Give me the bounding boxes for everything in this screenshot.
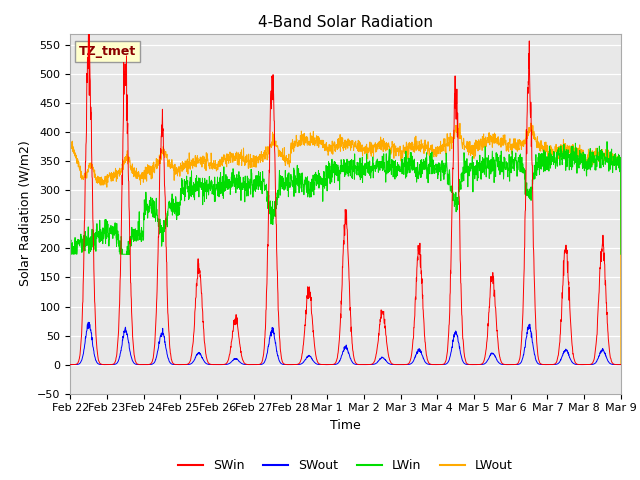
SWout [374,359,381,365]
SWout [362,362,369,368]
LWout [362,143,369,149]
Text: TZ_tmet: TZ_tmet [79,45,136,58]
LWin [603,139,611,144]
SWout [506,362,513,368]
X-axis label: Time: Time [330,419,361,432]
LWin [220,182,228,188]
LWin [617,252,625,257]
Line: SWin: SWin [70,27,621,365]
Line: LWin: LWin [70,142,621,254]
SWout [584,362,591,368]
Legend: SWin, SWout, LWin, LWout: SWin, SWout, LWin, LWout [173,455,518,477]
Line: SWout: SWout [70,322,621,365]
LWout [374,141,381,146]
SWout [617,362,625,368]
SWin [67,362,74,368]
SWin [362,362,369,368]
LWout [584,152,591,158]
SWin [85,24,93,30]
SWin [584,362,591,368]
LWout [67,140,74,146]
SWout [67,362,74,368]
SWin [506,362,513,368]
Line: LWout: LWout [70,123,621,365]
LWin [362,172,369,178]
SWin [617,362,625,368]
SWout [568,360,576,365]
LWin [374,163,381,169]
LWout [617,362,625,368]
Title: 4-Band Solar Radiation: 4-Band Solar Radiation [258,15,433,30]
LWout [568,144,576,150]
SWout [85,319,93,325]
SWin [568,344,576,349]
LWin [584,166,591,172]
LWin [568,146,576,152]
LWout [506,140,513,145]
SWout [220,361,228,367]
LWout [527,120,534,126]
Y-axis label: Solar Radiation (W/m2): Solar Radiation (W/m2) [19,141,32,287]
LWin [67,252,75,257]
SWin [220,361,228,367]
LWin [67,251,74,256]
SWin [374,342,381,348]
LWout [220,152,228,157]
LWin [506,178,513,184]
